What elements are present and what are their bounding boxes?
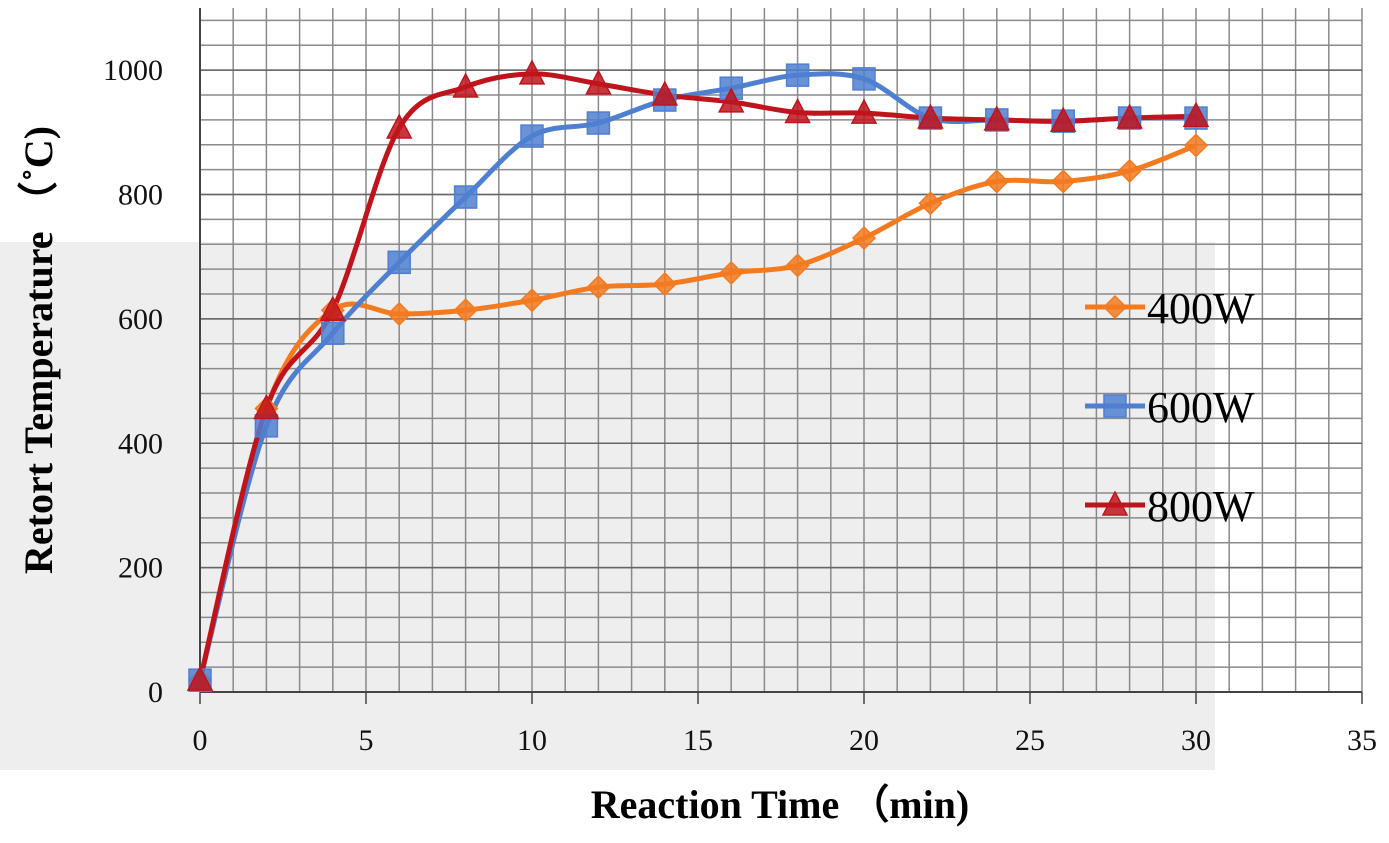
marker xyxy=(1052,170,1074,192)
marker xyxy=(455,186,477,208)
marker xyxy=(986,170,1008,192)
legend-label: 800W xyxy=(1147,482,1255,531)
marker xyxy=(587,112,609,134)
x-axis-title: Reaction Time （min) xyxy=(591,782,970,827)
x-tick-label: 20 xyxy=(849,724,879,757)
x-tick-label: 5 xyxy=(359,724,374,757)
y-tick-label: 0 xyxy=(148,676,163,709)
marker xyxy=(1185,134,1207,156)
marker xyxy=(521,125,543,147)
y-tick-label: 200 xyxy=(118,552,163,585)
marker xyxy=(919,192,941,214)
legend-label: 600W xyxy=(1147,383,1255,432)
background-photo xyxy=(0,242,1215,770)
y-tick-label: 1000 xyxy=(103,54,163,87)
y-axis-title: Retort Temperature （˚C) xyxy=(16,126,61,574)
marker xyxy=(1119,160,1141,182)
y-tick-label: 600 xyxy=(118,303,163,336)
x-tick-label: 0 xyxy=(193,724,208,757)
x-tick-label: 30 xyxy=(1181,724,1211,757)
x-tick-label: 35 xyxy=(1347,724,1377,757)
x-tick-label: 25 xyxy=(1015,724,1045,757)
marker xyxy=(787,64,809,86)
marker xyxy=(388,251,410,273)
y-tick-label: 800 xyxy=(118,179,163,212)
x-tick-label: 10 xyxy=(517,724,547,757)
legend-label: 400W xyxy=(1147,284,1255,333)
marker xyxy=(853,68,875,90)
chart: Reaction Time （min) Retort Temperature （… xyxy=(0,0,1389,843)
marker xyxy=(1104,395,1126,417)
marker xyxy=(322,322,344,344)
x-tick-label: 15 xyxy=(683,724,713,757)
y-tick-label: 400 xyxy=(118,427,163,460)
